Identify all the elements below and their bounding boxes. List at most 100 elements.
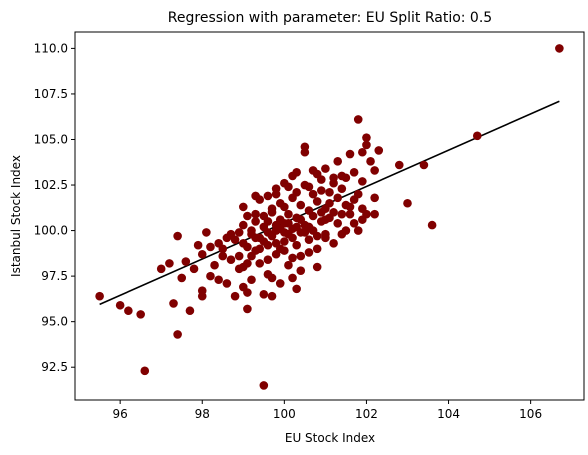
data-point (337, 171, 347, 181)
y-axis-ticks: 92.5 95.0 97.5 100.0 102.5 105.0 107.5 110.0 (34, 41, 75, 374)
data-point (321, 233, 330, 243)
data-point (427, 220, 437, 230)
data-point (218, 251, 228, 261)
data-point (333, 157, 343, 166)
data-point (267, 291, 277, 301)
data-point (271, 189, 281, 199)
x-tick-label: 96 (113, 407, 128, 421)
data-point (243, 304, 252, 314)
data-point (284, 182, 293, 192)
data-point (259, 290, 269, 299)
data-point (321, 215, 330, 224)
data-point (222, 279, 232, 288)
data-point (243, 242, 252, 252)
data-point (255, 244, 265, 254)
data-point (271, 220, 281, 230)
data-point (124, 306, 133, 316)
data-point (312, 231, 322, 241)
data-point (308, 189, 318, 199)
data-point (296, 251, 306, 261)
data-point (370, 209, 379, 219)
data-point (263, 217, 273, 226)
data-point (419, 160, 429, 170)
data-point (353, 115, 363, 124)
data-point (316, 175, 326, 184)
data-point (284, 260, 293, 270)
data-point (247, 226, 256, 235)
data-point (280, 202, 289, 212)
y-axis-label: Istanbul Stock Index (9, 155, 23, 277)
data-point (251, 191, 260, 201)
data-point (251, 217, 260, 226)
data-point (304, 222, 314, 232)
data-point (292, 284, 301, 294)
data-point (325, 188, 334, 197)
data-point (304, 248, 314, 257)
data-point (329, 173, 338, 183)
data-point (280, 237, 289, 246)
data-point (366, 157, 375, 166)
x-tick-label: 102 (355, 407, 378, 421)
data-point (173, 231, 182, 241)
y-tick-label: 92.5 (41, 360, 68, 374)
data-point (333, 218, 343, 228)
data-point (214, 275, 223, 285)
data-point (296, 200, 306, 210)
data-point (345, 149, 355, 159)
data-point (165, 259, 174, 268)
data-point (193, 240, 203, 250)
data-point (181, 257, 191, 266)
data-point (288, 273, 297, 283)
data-point (210, 260, 219, 270)
data-point (308, 211, 318, 221)
data-point (349, 218, 359, 228)
y-tick-label: 97.5 (41, 269, 68, 283)
data-point (288, 171, 297, 181)
data-point (296, 266, 306, 275)
data-point (362, 140, 371, 150)
y-tick-label: 95.0 (41, 315, 68, 329)
data-point (226, 255, 236, 265)
data-point (304, 235, 314, 244)
data-point (202, 228, 211, 237)
data-point (288, 233, 297, 243)
data-point (263, 191, 273, 201)
data-point (259, 237, 269, 246)
data-point (218, 244, 228, 254)
data-point (95, 291, 104, 301)
data-point (292, 188, 301, 197)
data-point (321, 164, 330, 173)
data-point (370, 193, 379, 203)
data-point (362, 209, 371, 219)
y-tick-label: 105.0 (34, 132, 68, 146)
data-point (271, 239, 281, 248)
data-point (304, 182, 314, 192)
data-point (284, 209, 293, 219)
data-point (173, 330, 182, 339)
data-point (177, 273, 187, 283)
y-tick-label: 100.0 (34, 224, 68, 238)
plot-frame (74, 31, 585, 401)
x-tick-label: 104 (437, 407, 460, 421)
data-point (197, 286, 207, 295)
y-tick-label: 102.5 (34, 178, 68, 192)
data-point (345, 209, 355, 219)
data-point (358, 147, 367, 157)
data-point (312, 262, 322, 272)
data-point (329, 239, 338, 248)
data-point (169, 299, 178, 308)
data-point (403, 198, 412, 208)
x-tick-label: 100 (273, 407, 296, 421)
data-point (251, 209, 260, 219)
data-point (230, 235, 240, 244)
data-point (197, 249, 207, 259)
data-point (185, 306, 195, 316)
data-point (329, 208, 338, 217)
x-tick-label: 98 (195, 407, 210, 421)
data-point (296, 215, 306, 224)
data-point (341, 226, 351, 235)
data-point (555, 44, 564, 53)
data-point (263, 228, 273, 237)
data-point (472, 131, 482, 141)
data-point (333, 193, 343, 203)
